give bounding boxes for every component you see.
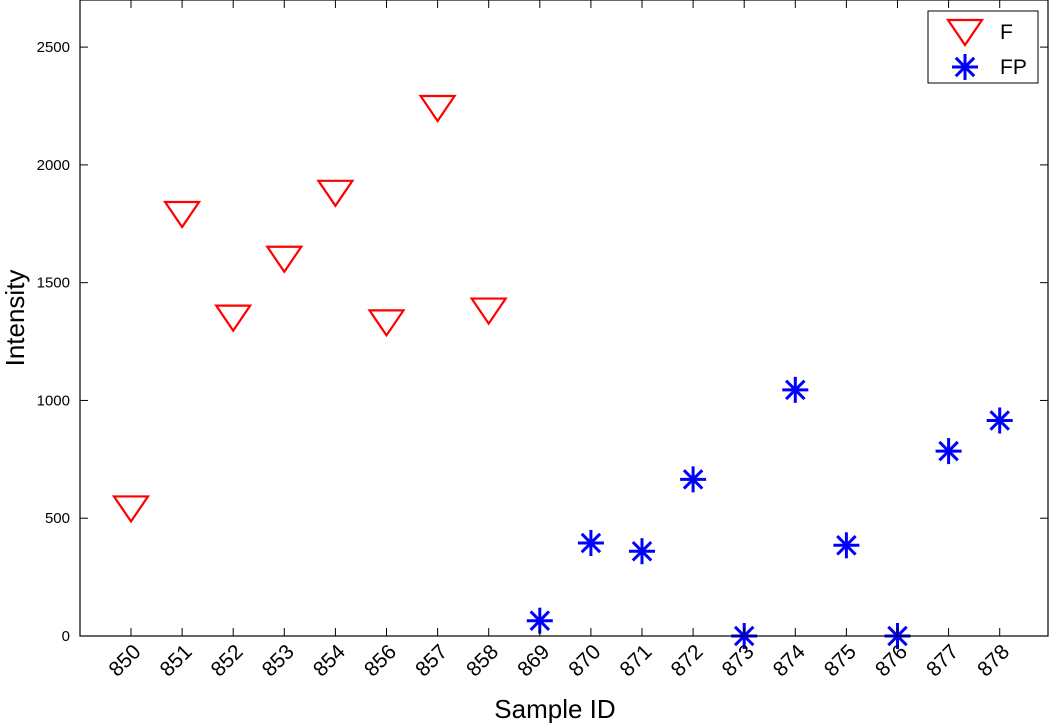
y-tick-label-1000: 1000	[37, 392, 70, 409]
legend-marker-fp	[952, 54, 978, 80]
y-tick-label-2000: 2000	[37, 157, 70, 174]
x-tick-label-874: 874	[769, 640, 810, 681]
y-tick-label-2500: 2500	[37, 39, 70, 56]
point-f-850	[111, 495, 151, 524]
x-tick-label-850: 850	[104, 640, 145, 681]
point-fp-872	[680, 466, 707, 493]
x-tick-label-873: 873	[718, 640, 759, 681]
point-f-852	[214, 304, 253, 333]
point-f-858	[469, 297, 508, 326]
point-fp-877	[935, 438, 962, 465]
point-fp-869	[526, 607, 553, 634]
point-f-853	[265, 245, 304, 274]
y-tick-label-1500: 1500	[37, 275, 70, 292]
x-tick-label-857: 857	[411, 640, 452, 681]
legend-symbol-f	[945, 18, 985, 47]
x-axis: 850 851 852 853 854 856 857 858 869 870 871 872 873 8…	[104, 0, 1014, 681]
point-fp-875	[833, 532, 860, 559]
x-tick-label-878: 878	[973, 640, 1014, 681]
point-fp-878	[986, 407, 1013, 434]
plot-area-frame	[79, 0, 1049, 637]
x-tick-label-869: 869	[513, 640, 554, 681]
x-tick-label-871: 871	[615, 640, 656, 681]
point-fp-874	[782, 376, 809, 403]
plot-marks	[111, 94, 1013, 649]
x-tick-label-870: 870	[564, 640, 605, 681]
x-tick-label-858: 858	[462, 640, 503, 681]
x-tick-label-875: 875	[820, 640, 861, 681]
point-fp-871	[629, 538, 655, 565]
x-tick-label-851: 851	[156, 640, 197, 681]
x-tick-label-876: 876	[871, 640, 912, 681]
legend: F FP	[927, 10, 1039, 84]
x-axis-title: Sample ID	[494, 694, 615, 723]
legend-symbol-fp	[952, 54, 978, 80]
point-f-851	[163, 200, 202, 229]
y-tick-label-0: 0	[62, 628, 70, 645]
y-tick-label-500: 500	[45, 510, 70, 527]
x-tick-label-853: 853	[258, 640, 299, 681]
x-tick-label-856: 856	[360, 640, 401, 681]
point-fp-870	[577, 529, 604, 556]
point-f-857	[418, 94, 457, 123]
y-axis-title: Intensity	[0, 270, 30, 367]
x-tick-label-872: 872	[667, 640, 708, 681]
x-tick-label-852: 852	[207, 640, 248, 681]
point-f-854	[316, 179, 355, 208]
legend-marker-f	[945, 18, 985, 47]
legend-box	[927, 10, 1039, 84]
point-f-856	[367, 309, 406, 338]
legend-label-f: F	[1000, 21, 1013, 44]
x-tick-label-877: 877	[922, 640, 963, 681]
x-tick-label-854: 854	[309, 640, 350, 681]
y-axis: 0 500 1000 1500 2000 2500	[37, 39, 1048, 645]
legend-label-fp: FP	[1000, 56, 1027, 79]
